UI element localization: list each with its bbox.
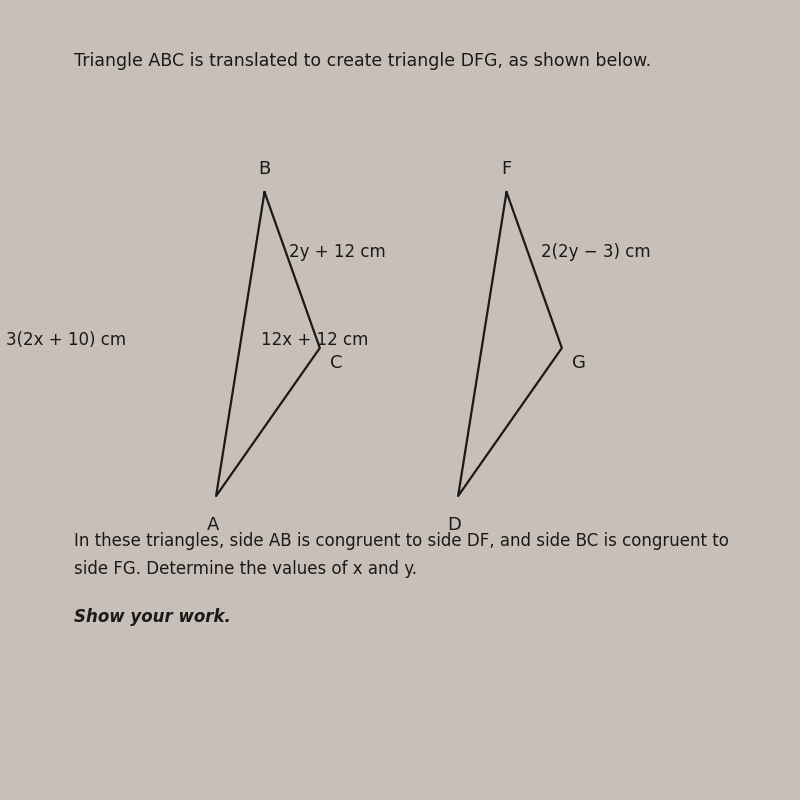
- Text: A: A: [206, 516, 219, 534]
- Text: F: F: [502, 160, 512, 178]
- Text: In these triangles, side AB is congruent to side DF, and side BC is congruent to: In these triangles, side AB is congruent…: [74, 532, 730, 550]
- Text: 3(2x + 10) cm: 3(2x + 10) cm: [6, 331, 126, 349]
- Text: Show your work.: Show your work.: [74, 608, 231, 626]
- Text: side FG. Determine the values of x and y.: side FG. Determine the values of x and y…: [74, 560, 418, 578]
- Text: Triangle ABC is translated to create triangle DFG, as shown below.: Triangle ABC is translated to create tri…: [74, 52, 651, 70]
- Text: 2y + 12 cm: 2y + 12 cm: [289, 243, 386, 261]
- Text: D: D: [448, 516, 462, 534]
- Text: C: C: [330, 354, 342, 373]
- Text: 2(2y − 3) cm: 2(2y − 3) cm: [541, 243, 650, 261]
- Text: 12x + 12 cm: 12x + 12 cm: [261, 331, 368, 349]
- Text: B: B: [258, 160, 270, 178]
- Text: G: G: [572, 354, 586, 373]
